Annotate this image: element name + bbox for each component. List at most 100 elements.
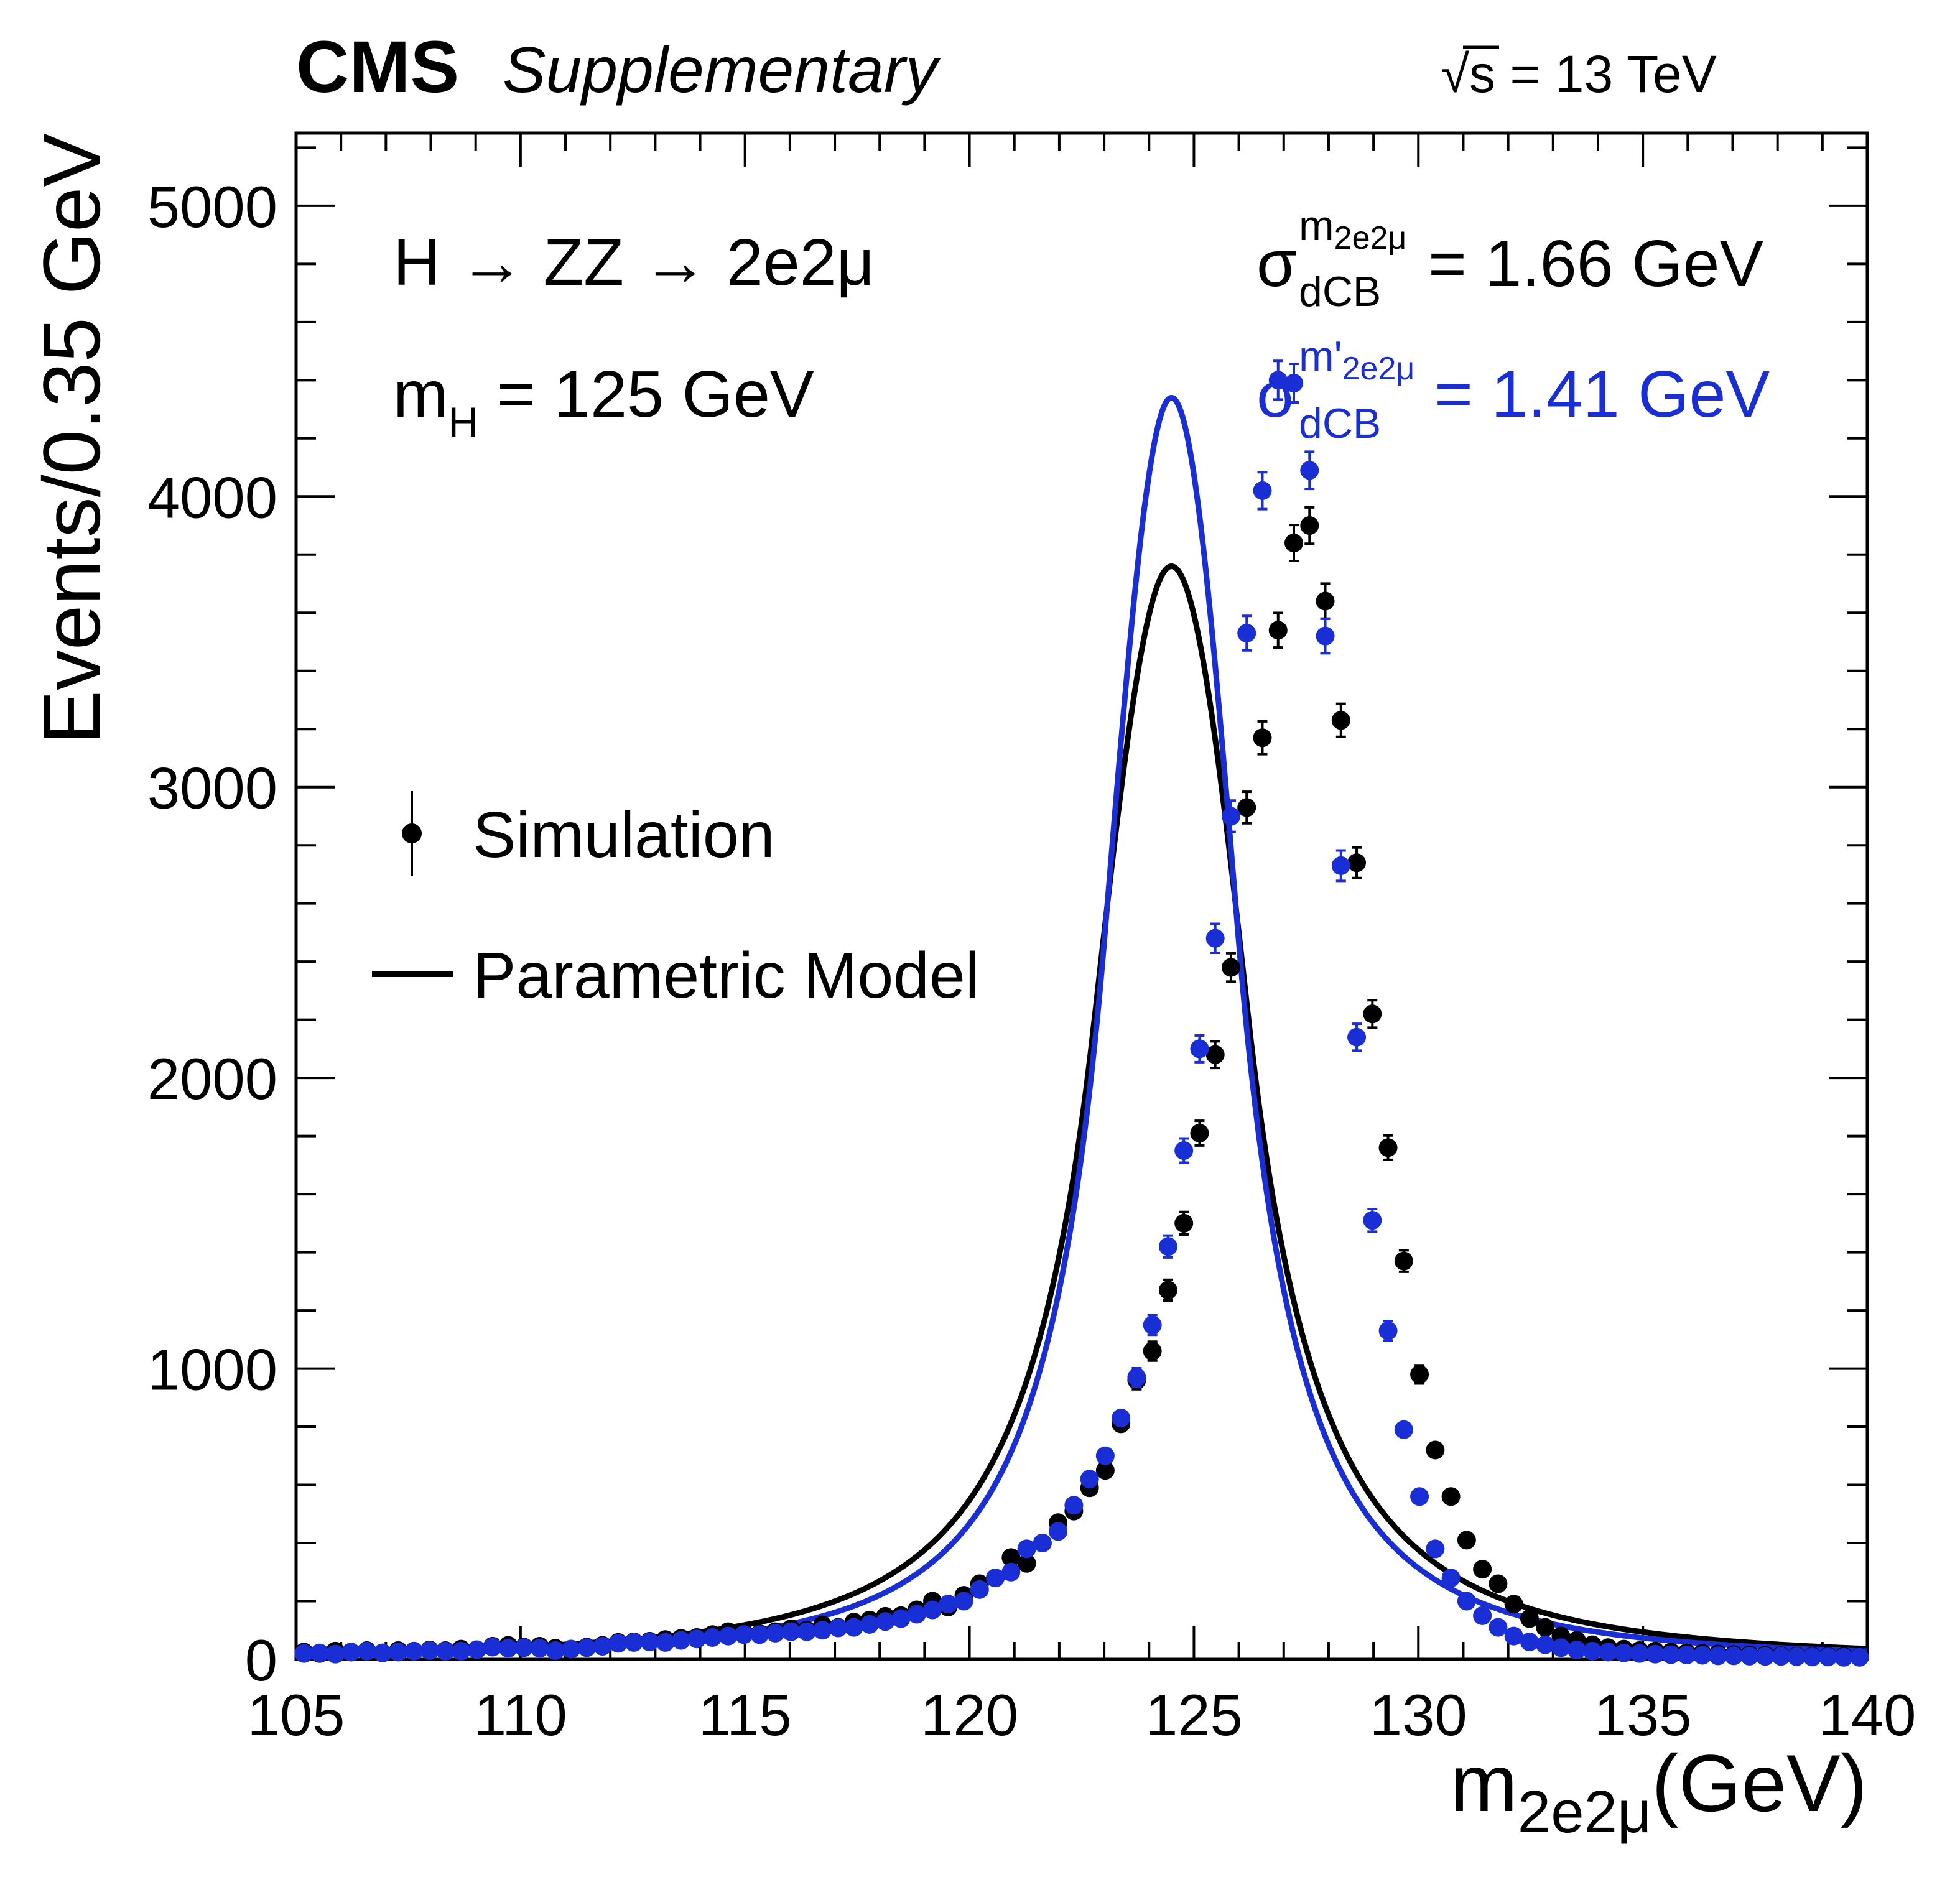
data-point: [1001, 1562, 1021, 1582]
data-point: [718, 1626, 738, 1646]
data-point: [1158, 1237, 1177, 1256]
svg-text:m'2e2μ: m'2e2μ: [1299, 333, 1414, 387]
x-axis-title-m: m: [1451, 1738, 1518, 1828]
data-point: [1645, 1644, 1665, 1664]
data-point: [1426, 1539, 1445, 1559]
x-tick-label: 135: [1594, 1682, 1692, 1748]
data-point: [1001, 1548, 1021, 1567]
data-point: [1614, 1643, 1633, 1662]
x-tick-label: 140: [1819, 1682, 1916, 1748]
data-point: [326, 1644, 345, 1664]
data-point: [1331, 856, 1350, 875]
data-point: [1049, 1522, 1068, 1541]
data-point: [1410, 1365, 1429, 1384]
data-point: [1724, 1646, 1744, 1666]
data-point: [1410, 1487, 1429, 1506]
legend-simulation-dot: [402, 823, 422, 843]
data-point: [546, 1641, 565, 1660]
data-point: [577, 1638, 597, 1657]
data-point: [452, 1641, 471, 1661]
energy-value: = 13 TeV: [1495, 45, 1717, 103]
x-axis-title-sub: 2e2μ: [1518, 1779, 1651, 1845]
data-point: [1630, 1644, 1649, 1663]
data-point: [844, 1618, 863, 1637]
data-point: [1268, 371, 1288, 390]
data-point: [1599, 1643, 1618, 1662]
data-point: [1582, 1641, 1602, 1661]
data-point: [781, 1622, 801, 1641]
mass-m: m: [393, 358, 448, 431]
data-point: [1363, 1211, 1382, 1230]
data-point: [483, 1638, 502, 1657]
data-point: [1174, 1141, 1194, 1160]
data-point: [1536, 1635, 1555, 1654]
data-point: [499, 1639, 518, 1658]
simulation-points-prime: [294, 359, 1869, 1667]
legend-simulation-label: Simulation: [473, 799, 775, 871]
y-tick-label: 3000: [147, 756, 277, 821]
data-point: [1300, 516, 1319, 535]
y-tick-labels: 0 1000 2000 3000 4000 5000: [147, 174, 277, 1693]
data-point: [1536, 1618, 1555, 1637]
sigma1-symbol: σ: [1256, 227, 1297, 300]
data-point: [1661, 1645, 1681, 1664]
data-point: [1693, 1646, 1712, 1665]
data-point: [923, 1600, 942, 1620]
data-point: [1237, 798, 1256, 817]
data-point: [420, 1641, 439, 1660]
y-tick-label: 5000: [147, 174, 277, 239]
data-point: [1347, 1027, 1367, 1047]
data-point: [1095, 1461, 1115, 1480]
sigma1-sub: dCB: [1299, 268, 1381, 315]
data-point: [860, 1615, 879, 1634]
data-point: [1253, 728, 1272, 748]
data-point: [1772, 1647, 1791, 1666]
y-tick-label: 2000: [147, 1046, 277, 1111]
data-point: [1158, 1281, 1177, 1300]
data-point: [530, 1639, 549, 1658]
sigma1-sup-m: m: [1299, 202, 1334, 249]
x-tick-label: 125: [1145, 1682, 1243, 1748]
data-point: [1190, 1039, 1209, 1059]
data-point: [1677, 1645, 1696, 1664]
data-point: [1363, 1004, 1382, 1024]
data-point: [1331, 711, 1350, 730]
data-point: [1127, 1368, 1146, 1387]
data-point: [1174, 1213, 1194, 1233]
data-point: [1284, 373, 1304, 392]
data-point: [1064, 1496, 1084, 1515]
y-axis-title: Events/0.35 GeV: [26, 133, 117, 744]
data-point: [1300, 461, 1319, 480]
data-point: [625, 1633, 644, 1652]
data-point: [1834, 1647, 1854, 1667]
sigma2-value: = 1.41 GeV: [1434, 358, 1770, 431]
data-point: [1441, 1569, 1461, 1588]
data-point: [294, 1644, 314, 1663]
data-point: [1190, 1123, 1209, 1142]
data-point: [1504, 1595, 1523, 1614]
data-point: [1095, 1446, 1115, 1465]
svg-text:m2e2μ: m2e2μ: [1299, 202, 1406, 256]
legend-simulation-marker: [402, 791, 422, 876]
data-point: [703, 1628, 722, 1647]
data-point: [1489, 1574, 1508, 1593]
data-point: [1755, 1647, 1775, 1666]
data-point: [341, 1643, 361, 1662]
x-axis-title-unit: (GeV): [1651, 1738, 1867, 1828]
data-point: [986, 1569, 1005, 1588]
data-point: [640, 1632, 659, 1651]
data-point: [1803, 1647, 1822, 1667]
data-point: [1394, 1420, 1413, 1439]
data-point: [1457, 1531, 1476, 1550]
data-point: [876, 1612, 895, 1631]
sigma1-value: = 1.66 GeV: [1428, 227, 1764, 300]
data-point: [1205, 1045, 1225, 1064]
x-axis-title: m2e2μ(GeV): [1451, 1738, 1868, 1845]
data-point: [1143, 1342, 1162, 1361]
x-tick-label: 115: [699, 1682, 792, 1748]
data-point: [1473, 1606, 1492, 1625]
data-point: [1284, 534, 1304, 553]
data-point: [608, 1634, 628, 1653]
data-point: [829, 1618, 848, 1638]
energy-s: s: [1469, 45, 1495, 103]
